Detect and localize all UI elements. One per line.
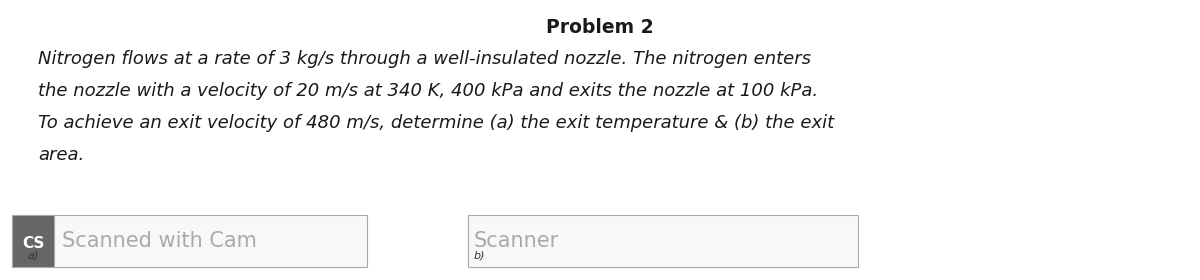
Text: Nitrogen flows at a rate of 3 kg/s through a well-insulated nozzle. The nitrogen: Nitrogen flows at a rate of 3 kg/s throu… [38,50,811,68]
Text: Scanned with Cam: Scanned with Cam [62,231,257,251]
Bar [12,215,367,267]
Text: CS: CS [22,236,44,251]
Text: Problem 2: Problem 2 [546,18,654,37]
Text: the nozzle with a velocity of 20 m/s at 340 K, 400 kPa and exits the nozzle at 1: the nozzle with a velocity of 20 m/s at … [38,82,818,100]
Bar [468,215,858,267]
Text: b): b) [474,251,486,261]
Text: To achieve an exit velocity of 480 m/s, determine (a) the exit temperature & (b): To achieve an exit velocity of 480 m/s, … [38,114,834,132]
Text: Scanner: Scanner [474,231,559,251]
Text: a): a) [28,251,38,261]
Bar [12,215,54,267]
Text: area.: area. [38,146,84,164]
